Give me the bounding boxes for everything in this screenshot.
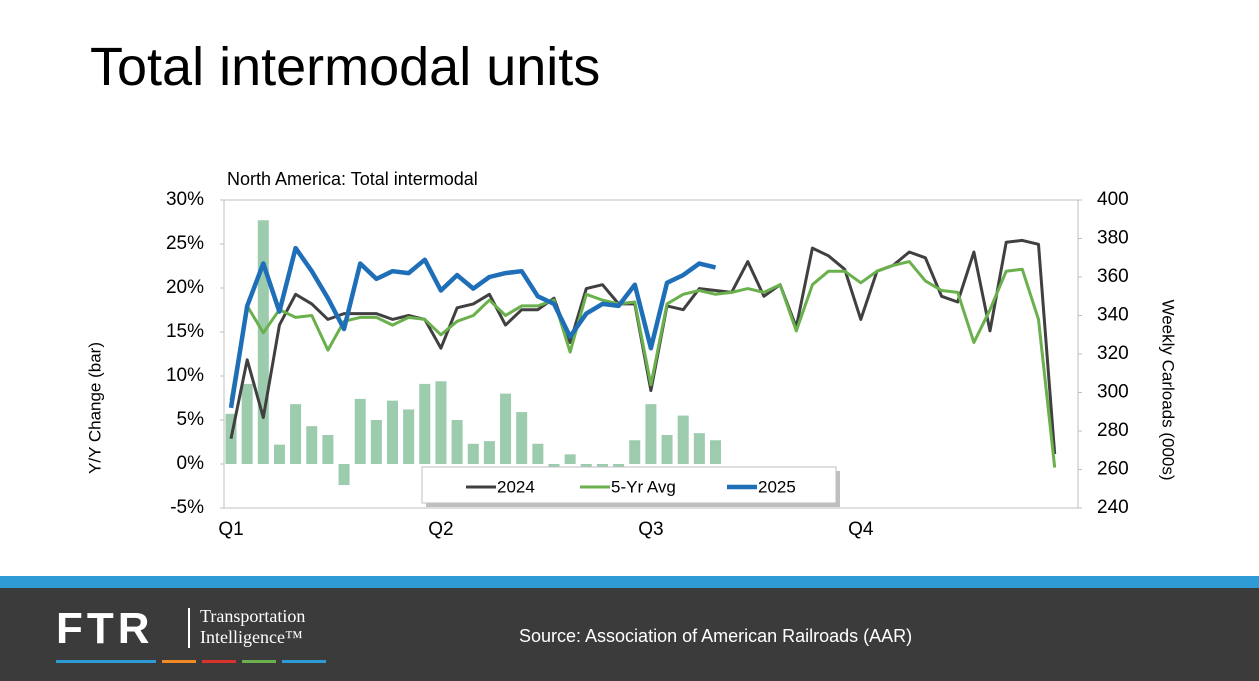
x-tick-label: Q3 xyxy=(638,519,663,540)
bar xyxy=(419,383,431,464)
bar xyxy=(548,464,560,469)
bar xyxy=(338,464,350,486)
line-series xyxy=(229,260,1057,468)
logo: FTR xyxy=(56,604,154,653)
bar xyxy=(516,412,528,464)
y2-tick-label: 360 xyxy=(1097,266,1129,287)
logo-divider xyxy=(188,608,190,648)
y2-tick-label: 340 xyxy=(1097,305,1129,326)
bar xyxy=(273,444,285,464)
y2-axis-label: Weekly Carloads (000s) xyxy=(1159,299,1178,480)
bar xyxy=(580,464,592,468)
y2-tick-label: 300 xyxy=(1097,382,1129,403)
chart-title: North America: Total intermodal xyxy=(227,169,478,189)
y2-tick-label: 400 xyxy=(1097,189,1129,210)
bar xyxy=(322,434,334,464)
logo-underline xyxy=(56,660,326,663)
bar xyxy=(710,440,721,464)
y-axis-label: Y/Y Change (bar) xyxy=(85,342,104,474)
bar xyxy=(564,454,576,464)
slide-title: Total intermodal units xyxy=(90,37,601,97)
footer-stripe xyxy=(0,576,1259,588)
bar xyxy=(225,413,237,464)
bar xyxy=(403,409,415,464)
legend-label: 2025 xyxy=(758,477,796,496)
y-tick-label: 10% xyxy=(166,365,204,386)
tagline-line: Transportation xyxy=(200,606,306,626)
y2-tick-label: 240 xyxy=(1097,497,1129,518)
y-tick-label: 0% xyxy=(177,453,205,474)
bar xyxy=(354,398,366,464)
y2-tick-label: 380 xyxy=(1097,228,1129,249)
y-tick-label: 20% xyxy=(166,277,204,298)
y-tick-label: 15% xyxy=(166,321,204,342)
bar xyxy=(596,464,608,467)
bar xyxy=(290,404,302,464)
legend: 2024 5-Yr Avg 2025 xyxy=(421,466,840,507)
y-tick-label: -5% xyxy=(170,497,204,518)
tagline: Transportation Intelligence™ xyxy=(200,606,305,648)
x-tick-label: Q1 xyxy=(218,519,243,540)
y2-tick-label: 280 xyxy=(1097,420,1129,441)
bar xyxy=(677,415,689,464)
legend-box xyxy=(421,466,837,504)
y2-tick-label: 260 xyxy=(1097,459,1129,480)
bar xyxy=(693,433,705,464)
legend-label: 2024 xyxy=(497,477,535,496)
line-series xyxy=(228,245,717,409)
bar xyxy=(629,440,641,464)
y-tick-label: 25% xyxy=(166,233,204,254)
bar xyxy=(306,426,318,464)
y-tick-label: 5% xyxy=(177,409,205,430)
source: Source: Association of American Railroad… xyxy=(519,626,913,646)
bar xyxy=(370,420,382,464)
bar xyxy=(387,400,398,464)
bar xyxy=(467,443,479,464)
bar xyxy=(483,441,495,464)
bar xyxy=(451,420,463,464)
y2-tick-label: 320 xyxy=(1097,343,1129,364)
x-tick-label: Q2 xyxy=(428,519,453,540)
bar xyxy=(661,434,673,464)
bar xyxy=(645,404,657,464)
bar xyxy=(241,383,253,464)
tagline-line: Intelligence™ xyxy=(200,627,303,647)
x-tick-label: Q4 xyxy=(848,519,874,540)
bar xyxy=(500,393,512,464)
bar xyxy=(257,220,269,464)
bar xyxy=(435,381,447,464)
bar xyxy=(532,443,544,464)
y-tick-label: 30% xyxy=(166,189,204,210)
chart: North America: Total intermodal Y/Y Chan… xyxy=(85,169,1178,540)
bar xyxy=(613,464,625,468)
legend-label: 5-Yr Avg xyxy=(611,477,676,496)
footer: FTR Transportation Intelligence™ Source:… xyxy=(0,588,1259,681)
